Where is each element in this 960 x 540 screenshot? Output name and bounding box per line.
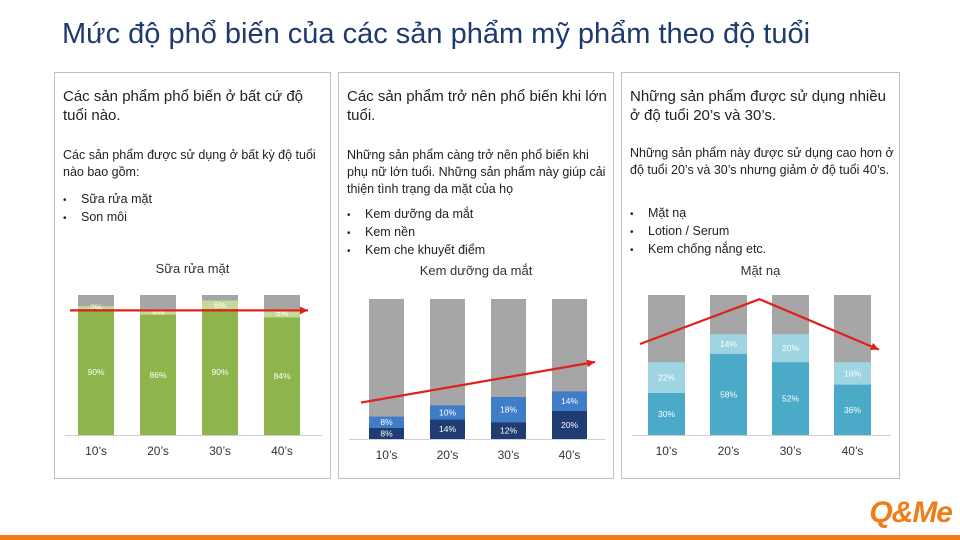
list-item: Son môi (63, 209, 152, 227)
chart-cleanser: 90% 2% 10’s 86% 4% 20’s 90% 6% 30’s 84% 6% 40’s (65, 295, 322, 458)
data-label: 8% (380, 417, 393, 427)
bar-segment (772, 334, 809, 363)
data-label: 22% (658, 373, 675, 383)
bar-segment (491, 397, 526, 423)
bar-segment (369, 416, 404, 428)
chart-title: Mặt nạ (740, 263, 781, 278)
data-label: 14% (720, 339, 737, 349)
bar-segment (710, 353, 747, 435)
data-label: 84% (273, 371, 290, 381)
bar-segment (202, 300, 238, 309)
data-label: 20% (561, 420, 578, 430)
bar-segment (772, 362, 809, 435)
data-label: 36% (844, 405, 861, 415)
x-tick-label: 40’s (559, 448, 581, 462)
data-label: 58% (720, 389, 737, 399)
chart-face-mask: 30% 22% 10’s 58% 14% 20’s 52% 20% 30’s 36% 16% 40’s (632, 295, 891, 458)
x-tick-label: 20’s (437, 448, 459, 462)
panel-description: Những sản phẩm càng trở nên phổ biến khi… (347, 148, 606, 196)
data-label: 12% (500, 426, 517, 436)
bar-segment (140, 309, 176, 315)
x-tick-label: 30’s (498, 448, 520, 462)
list-item: Kem nền (347, 224, 485, 242)
list-item: Kem chống nắng etc. (630, 241, 766, 259)
product-list: Mặt nạ Lotion / Serum Kem chống nắng etc… (630, 205, 766, 259)
data-label: 6% (276, 308, 289, 318)
trend-arrow-line (360, 360, 596, 404)
list-item: Kem che khuyết điểm (347, 242, 485, 260)
panel-heading: Các sản phẩm trở nên phổ biến khi lớn tu… (347, 88, 607, 124)
list-item: Sữa rửa mặt (63, 191, 152, 209)
x-tick-label: 10’s (656, 444, 678, 458)
bar-segment (834, 384, 871, 435)
bar-remainder (369, 299, 404, 439)
bar-segment (264, 317, 300, 435)
data-label: 20% (782, 343, 799, 353)
product-list: Sữa rửa mặt Son môi (63, 191, 152, 227)
chart-title: Sữa rửa mặt (155, 261, 230, 276)
bottom-accent-bar (0, 535, 960, 540)
panel-description: Các sản phẩm được sử dụng ở bất kỳ độ tu… (63, 148, 316, 179)
data-label: 8% (380, 428, 393, 438)
panel-heading: Các sản phẩm phổ biến ở bất cứ độ tuổi n… (63, 88, 304, 124)
page-title: Mức độ phổ biến của các sản phẩm mỹ phẩm… (62, 18, 811, 50)
list-item: Kem dưỡng da mắt (347, 206, 485, 224)
x-tick-label: 30’s (209, 444, 231, 458)
panel-description: Những sản phẩm này được sử dụng cao hơn … (630, 146, 894, 177)
bar-segment (140, 314, 176, 435)
data-label: 14% (439, 424, 456, 434)
data-label: 30% (658, 409, 675, 419)
panel-20s-30s: Những sản phẩm được sử dụng nhiều ở độ t… (621, 72, 900, 479)
x-tick-label: 20’s (718, 444, 740, 458)
x-tick-label: 10’s (376, 448, 398, 462)
trend-arrow-line (639, 298, 880, 351)
bar-segment (202, 309, 238, 435)
data-label: 90% (87, 367, 104, 377)
bar-segment (430, 419, 465, 439)
bar-segment (710, 334, 747, 354)
data-label: 10% (439, 407, 456, 417)
bar-segment (552, 391, 587, 411)
data-label: 52% (782, 394, 799, 404)
x-tick-label: 10’s (85, 444, 107, 458)
panel-heading: Những sản phẩm được sử dụng nhiều ở độ t… (630, 88, 886, 124)
bar-segment (369, 427, 404, 439)
bar-segment (430, 405, 465, 420)
x-tick-label: 40’s (842, 444, 864, 458)
data-label: 18% (500, 405, 517, 415)
bar-segment (552, 411, 587, 439)
x-tick-label: 20’s (147, 444, 169, 458)
list-item: Lotion / Serum (630, 223, 766, 241)
x-tick-label: 40’s (271, 444, 293, 458)
panel-any-age: Các sản phẩm phổ biến ở bất cứ độ tuổi n… (54, 72, 331, 479)
bar-segment (834, 362, 871, 385)
bar-segment (264, 309, 300, 318)
data-label: 16% (844, 368, 861, 378)
x-tick-label: 30’s (780, 444, 802, 458)
bar-segment (648, 362, 685, 393)
qme-logo: Q&Me (869, 496, 953, 529)
bar-segment (491, 422, 526, 439)
product-list: Kem dưỡng da mắt Kem nền Kem che khuyết … (347, 206, 485, 260)
list-item: Mặt nạ (630, 205, 766, 223)
data-label: 86% (149, 370, 166, 380)
data-label: 90% (211, 367, 228, 377)
data-label: 4% (152, 307, 165, 317)
bar-segment (78, 306, 114, 309)
data-label: 14% (561, 396, 578, 406)
data-label: 6% (214, 300, 227, 310)
bar-segment (78, 309, 114, 435)
data-label: 2% (90, 303, 103, 313)
panel-older-age: Các sản phẩm trở nên phổ biến khi lớn tu… (338, 72, 614, 479)
chart-eye-cream: 8%8% 10’s 14% 10% 20’s 12% 18% 30’s 20% 14% 40’s (349, 299, 605, 462)
trend-arrowhead (870, 342, 879, 351)
chart-title: Kem dưỡng da mắt (419, 263, 533, 278)
trend-arrowhead (299, 306, 308, 315)
bar-segment (648, 393, 685, 435)
trend-arrowhead (586, 359, 595, 368)
